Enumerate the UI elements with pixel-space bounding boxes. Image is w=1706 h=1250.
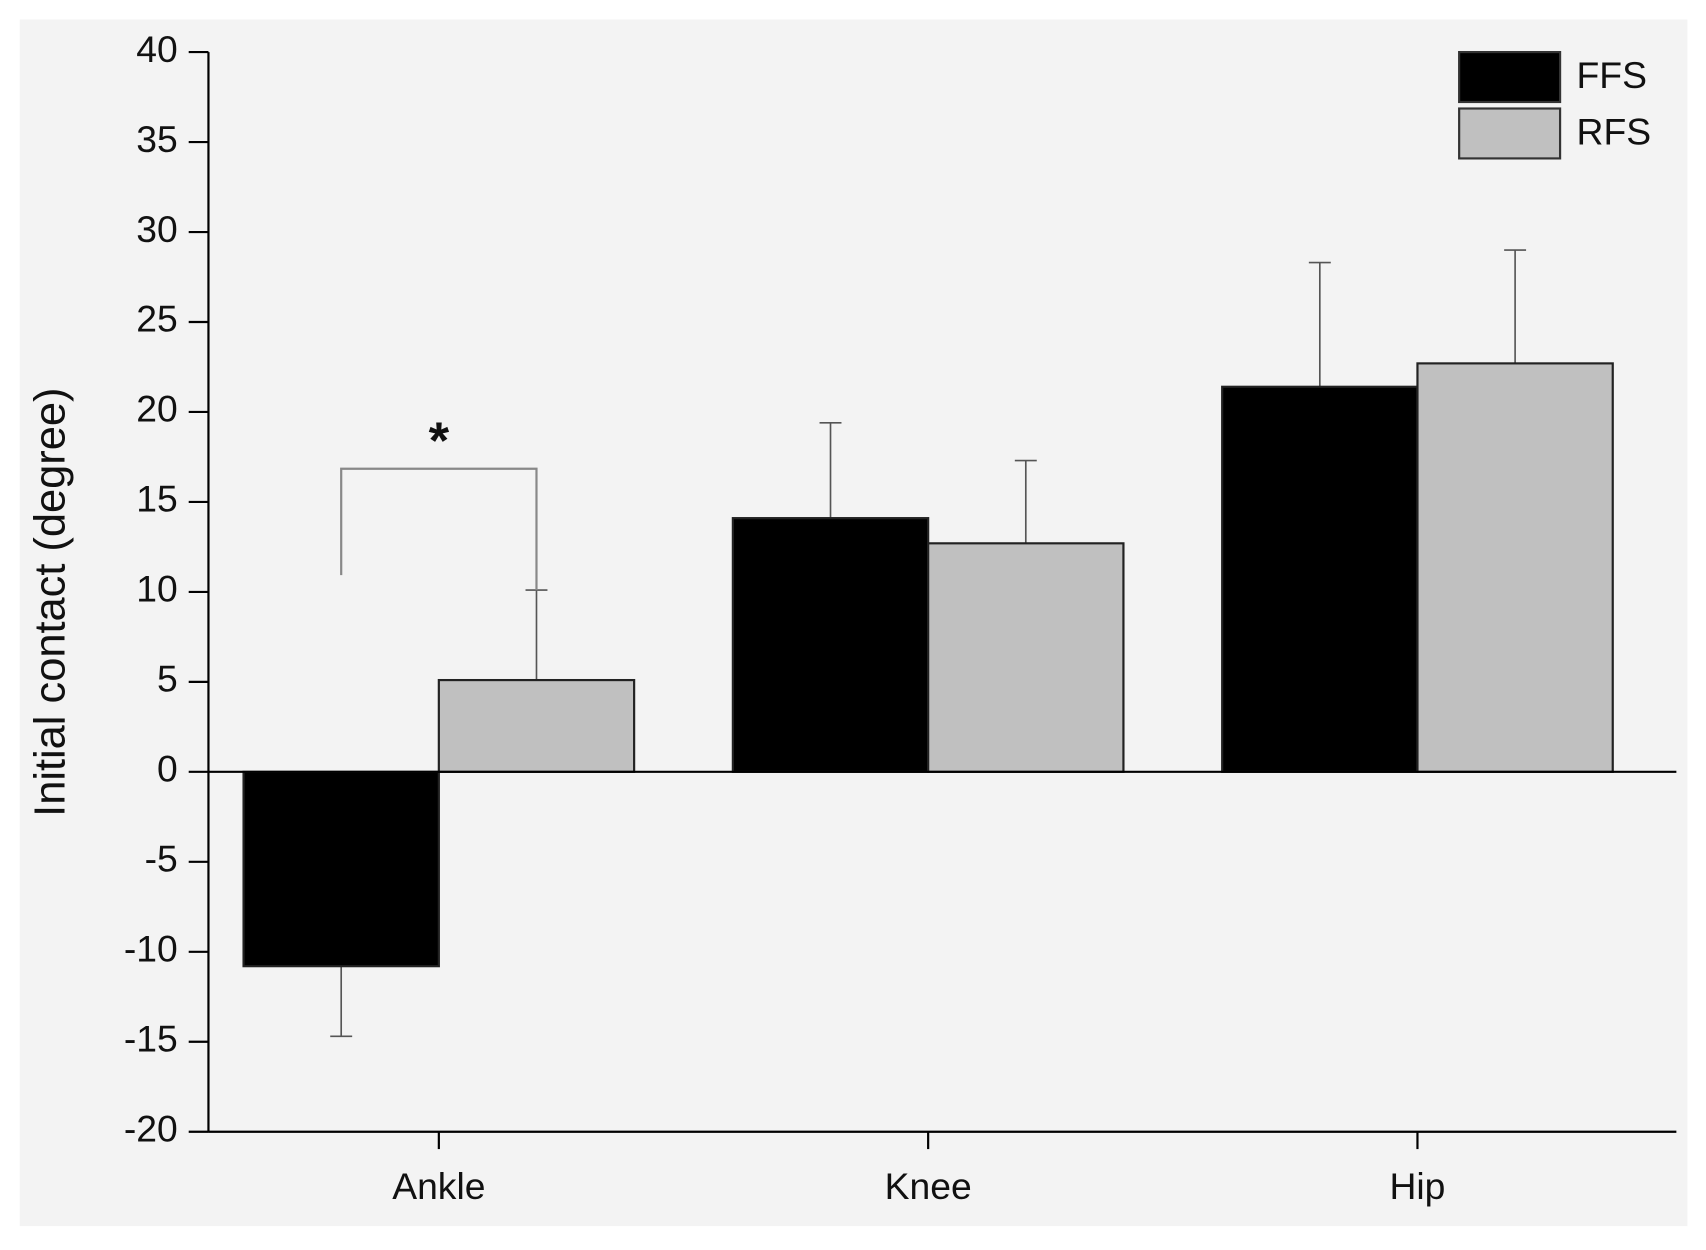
y-tick-label: 15 bbox=[136, 478, 177, 520]
y-tick-label: 5 bbox=[157, 658, 178, 700]
y-tick-label: -10 bbox=[124, 928, 178, 970]
bar bbox=[927, 542, 1125, 773]
y-tick-label: 10 bbox=[136, 568, 177, 610]
legend-swatch bbox=[1458, 50, 1562, 104]
legend-label: FFS bbox=[1577, 54, 1647, 96]
y-tick-label: 0 bbox=[157, 748, 178, 790]
bar bbox=[1221, 385, 1419, 773]
bar bbox=[242, 770, 440, 968]
legend-label: RFS bbox=[1577, 110, 1652, 152]
x-tick-label: Knee bbox=[885, 1165, 972, 1207]
y-tick-label: 20 bbox=[136, 388, 177, 430]
significance-bracket bbox=[340, 467, 538, 591]
y-tick-label: 35 bbox=[136, 118, 177, 160]
bar bbox=[731, 517, 930, 773]
x-tick-label: Ankle bbox=[392, 1165, 485, 1207]
y-tick-label: 40 bbox=[136, 28, 177, 70]
bar bbox=[437, 678, 636, 773]
bar bbox=[1416, 362, 1614, 773]
y-tick-label: 30 bbox=[136, 208, 177, 250]
y-tick-label: -15 bbox=[124, 1018, 178, 1060]
legend-swatch bbox=[1458, 107, 1562, 160]
x-tick-label: Hip bbox=[1389, 1165, 1445, 1207]
y-tick-label: -5 bbox=[145, 838, 178, 880]
significance-marker: * bbox=[429, 413, 450, 471]
y-tick-label: -20 bbox=[124, 1108, 178, 1150]
y-tick-label: 25 bbox=[136, 298, 177, 340]
y-axis-label: Initial contact (degree) bbox=[25, 388, 74, 817]
